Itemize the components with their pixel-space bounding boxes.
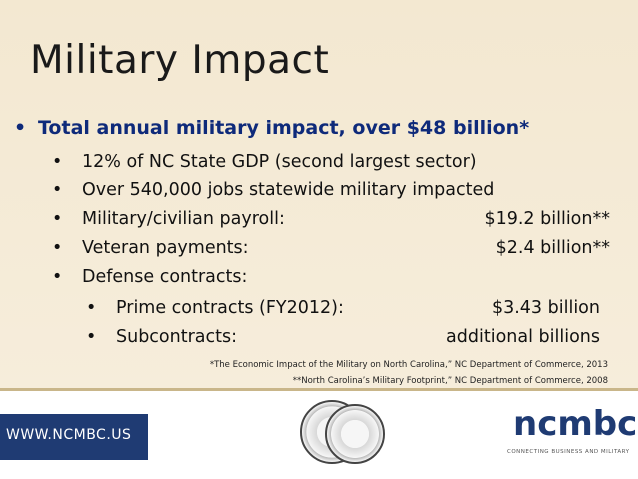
- sub-sub-bullet: • Subcontracts:: [86, 327, 237, 347]
- subcontract-amount: additional billions: [446, 327, 600, 347]
- commerce-seal-icon: [325, 404, 385, 464]
- source-note: **North Carolina’s Military Footprint,” …: [292, 376, 608, 386]
- sub-bullet: • 12% of NC State GDP (second largest sec…: [52, 152, 477, 172]
- payroll-amount: $19.2 billion**: [484, 209, 610, 229]
- slide-body: Military Impact • Total annual military i…: [0, 0, 638, 388]
- url-text[interactable]: WWW.NCMBC.US: [6, 427, 132, 443]
- bullet-dot: •: [14, 117, 27, 139]
- logo-tagline: CONNECTING BUSINESS AND MILITARY: [507, 449, 630, 455]
- sub-sub-bullet: • Prime contracts (FY2012):: [86, 298, 344, 318]
- sub-bullet: • Over 540,000 jobs statewide military im…: [52, 180, 494, 200]
- sub-bullet: • Military/civilian payroll:: [52, 209, 285, 229]
- sub-bullet-text: Veteran payments:: [82, 238, 249, 258]
- sub-bullet-text: Over 540,000 jobs statewide military imp…: [82, 180, 495, 200]
- prime-amount: $3.43 billion: [491, 298, 600, 318]
- logo-word: ncmbc: [513, 404, 638, 444]
- ncmbc-logo: ncmbc CONNECTING BUSINESS AND MILITARY: [505, 404, 637, 462]
- footer-divider: [0, 388, 638, 391]
- bullet-dot: •: [52, 238, 63, 258]
- sub-bullet-text: Defense contracts:: [82, 267, 248, 287]
- sub-sub-bullet-text: Prime contracts (FY2012):: [116, 298, 344, 318]
- bullet-dot: •: [52, 209, 63, 229]
- main-bullet: • Total annual military impact, over $48 …: [14, 117, 529, 139]
- sub-bullet: • Defense contracts:: [52, 267, 247, 287]
- bullet-dot: •: [86, 298, 97, 318]
- bullet-dot: •: [52, 180, 63, 200]
- bullet-dot: •: [52, 267, 63, 287]
- main-bullet-text: Total annual military impact, over $48 b…: [38, 117, 530, 139]
- sub-bullet-text: 12% of NC State GDP (second largest sect…: [82, 152, 477, 172]
- source-note: *The Economic Impact of the Military on …: [209, 360, 608, 370]
- sub-bullet-text: Military/civilian payroll:: [82, 209, 285, 229]
- sub-bullet: • Veteran payments:: [52, 238, 249, 258]
- sub-sub-bullet-text: Subcontracts:: [116, 327, 238, 347]
- veteran-amount: $2.4 billion**: [495, 238, 610, 258]
- bullet-dot: •: [52, 152, 63, 172]
- slide-title: Military Impact: [30, 38, 330, 83]
- url-banner[interactable]: WWW.NCMBC.US: [0, 414, 148, 460]
- bullet-dot: •: [86, 327, 97, 347]
